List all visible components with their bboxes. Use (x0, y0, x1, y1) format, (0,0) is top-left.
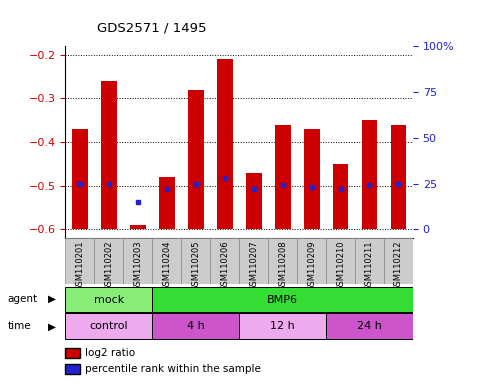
Bar (246, 173, 262, 229)
Text: time: time (7, 321, 31, 331)
FancyBboxPatch shape (65, 313, 152, 339)
FancyBboxPatch shape (152, 238, 181, 284)
FancyBboxPatch shape (65, 286, 152, 313)
Bar (333, 164, 349, 229)
Text: GSM110212: GSM110212 (394, 240, 403, 291)
FancyBboxPatch shape (355, 238, 384, 284)
FancyBboxPatch shape (326, 238, 355, 284)
FancyBboxPatch shape (297, 238, 326, 284)
Text: GSM110209: GSM110209 (307, 240, 316, 291)
Text: GSM110207: GSM110207 (249, 240, 258, 291)
Text: GSM110211: GSM110211 (365, 240, 374, 291)
Text: GSM110208: GSM110208 (278, 240, 287, 291)
Bar (129, 225, 146, 229)
Bar (391, 125, 407, 229)
FancyBboxPatch shape (268, 238, 297, 284)
Text: log2 ratio: log2 ratio (85, 348, 135, 358)
Text: ▶: ▶ (48, 321, 56, 331)
FancyBboxPatch shape (123, 238, 152, 284)
Text: BMP6: BMP6 (267, 295, 298, 305)
Text: GSM110206: GSM110206 (220, 240, 229, 291)
Bar (304, 129, 320, 229)
FancyBboxPatch shape (384, 238, 413, 284)
FancyBboxPatch shape (94, 238, 123, 284)
FancyBboxPatch shape (152, 286, 413, 313)
FancyBboxPatch shape (239, 313, 326, 339)
Text: control: control (89, 321, 128, 331)
Text: GSM110203: GSM110203 (133, 240, 142, 291)
Bar (361, 120, 378, 229)
FancyBboxPatch shape (181, 238, 210, 284)
FancyBboxPatch shape (152, 313, 239, 339)
Text: GSM110205: GSM110205 (191, 240, 200, 291)
Bar (188, 90, 204, 229)
Text: GSM110202: GSM110202 (104, 240, 113, 291)
FancyBboxPatch shape (326, 313, 413, 339)
Bar (71, 129, 88, 229)
FancyBboxPatch shape (239, 238, 268, 284)
Text: 24 h: 24 h (357, 321, 382, 331)
Bar (216, 59, 233, 229)
Bar (275, 125, 291, 229)
Text: mock: mock (94, 295, 124, 305)
Bar (158, 177, 175, 229)
Text: agent: agent (7, 294, 37, 304)
Text: percentile rank within the sample: percentile rank within the sample (85, 364, 260, 374)
Text: 12 h: 12 h (270, 321, 295, 331)
Text: GSM110210: GSM110210 (336, 240, 345, 291)
Text: GDS2571 / 1495: GDS2571 / 1495 (97, 22, 206, 35)
Text: ▶: ▶ (48, 294, 56, 304)
Text: GSM110201: GSM110201 (75, 240, 84, 291)
Bar (101, 81, 117, 229)
FancyBboxPatch shape (65, 238, 94, 284)
FancyBboxPatch shape (210, 238, 239, 284)
Text: GSM110204: GSM110204 (162, 240, 171, 291)
Text: 4 h: 4 h (187, 321, 204, 331)
